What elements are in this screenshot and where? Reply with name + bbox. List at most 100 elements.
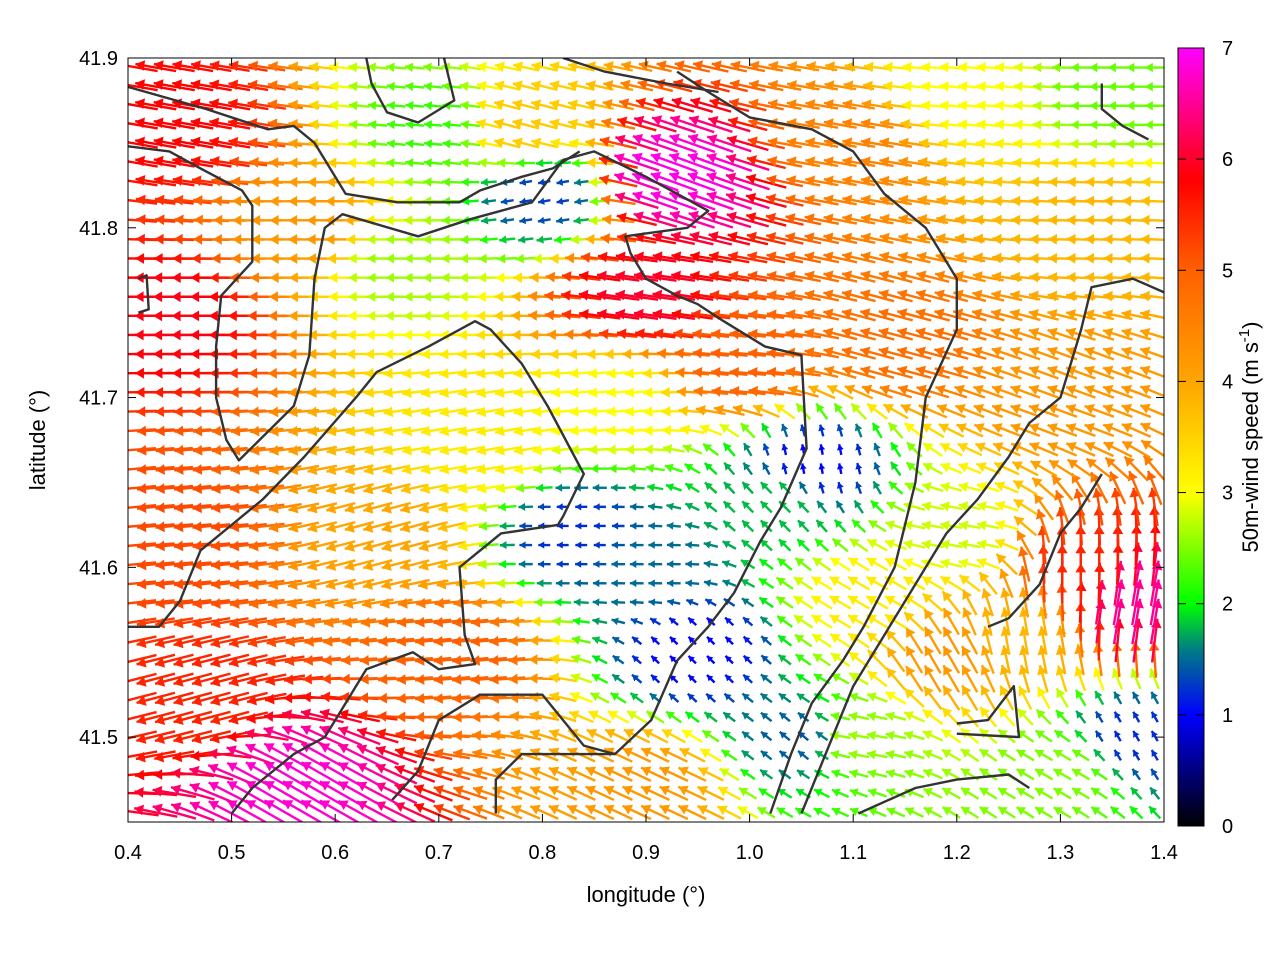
wind-arrow xyxy=(319,708,362,724)
wind-arrow xyxy=(716,805,742,820)
wind-arrow xyxy=(300,708,344,724)
wind-arrow-head xyxy=(1132,768,1140,777)
wind-arrow xyxy=(960,806,980,819)
wind-arrow-head xyxy=(942,591,953,602)
wind-arrow-head xyxy=(478,559,487,570)
wind-arrow-head xyxy=(319,800,331,810)
wind-arrow-head xyxy=(192,406,202,418)
wind-arrow xyxy=(470,635,507,647)
wind-arrow-head xyxy=(958,558,969,569)
wind-arrow-head xyxy=(848,615,859,625)
wind-arrow-head xyxy=(1035,730,1045,739)
wind-arrow-head xyxy=(475,329,485,341)
wind-arrow-head xyxy=(209,272,219,284)
wind-arrow xyxy=(661,424,686,436)
wind-arrow xyxy=(631,654,642,665)
wind-arrow xyxy=(885,629,907,652)
wind-arrow-head xyxy=(548,747,560,758)
wind-arrow-head xyxy=(173,521,184,533)
wind-arrow xyxy=(758,596,774,609)
wind-arrow xyxy=(228,691,268,706)
wind-arrow-head xyxy=(961,807,971,816)
wind-arrow xyxy=(452,616,489,628)
wind-arrow-head xyxy=(961,626,972,638)
wind-arrow xyxy=(575,560,588,568)
wind-arrow xyxy=(394,746,435,762)
wind-arrow-head xyxy=(723,712,732,720)
wind-arrow xyxy=(810,614,833,629)
wind-arrow-head xyxy=(867,692,877,702)
wind-arrow-head xyxy=(172,367,182,379)
wind-arrow-head xyxy=(208,763,219,774)
wind-arrow-head xyxy=(420,406,431,418)
wind-arrow xyxy=(873,442,881,457)
wind-arrow xyxy=(452,748,488,760)
wind-arrow xyxy=(742,654,753,665)
wind-arrow xyxy=(781,443,789,456)
wind-arrow-head xyxy=(527,290,538,302)
wind-arrow-head xyxy=(348,291,357,302)
wind-arrow-head xyxy=(829,595,841,606)
wind-arrow xyxy=(684,482,700,494)
wind-arrow-head xyxy=(153,310,163,322)
wind-arrow-head xyxy=(471,730,482,741)
wind-arrow-head xyxy=(1140,290,1150,302)
wind-arrow-head xyxy=(367,291,376,302)
wind-arrow xyxy=(305,617,340,628)
wind-arrow-head xyxy=(328,310,338,322)
wind-arrow-head xyxy=(287,579,298,590)
wind-arrow xyxy=(705,692,717,703)
wind-arrow xyxy=(191,653,231,668)
wind-arrow-head xyxy=(268,598,278,609)
wind-arrow-head xyxy=(192,657,203,668)
wind-arrow-head xyxy=(210,695,221,706)
wind-arrow-head xyxy=(616,328,627,340)
wind-arrow-head xyxy=(171,802,182,813)
wind-arrow xyxy=(611,579,626,588)
wind-arrow-head xyxy=(529,635,539,646)
wind-arrow xyxy=(776,806,794,819)
wind-arrow-head xyxy=(662,729,673,739)
wind-arrow xyxy=(348,272,371,283)
wind-arrow xyxy=(758,787,775,800)
wind-arrow-head xyxy=(227,329,237,341)
wind-arrow-head xyxy=(152,785,163,797)
wind-arrow xyxy=(742,616,754,627)
wind-arrow-head xyxy=(385,272,395,283)
wind-arrow-head xyxy=(1110,806,1120,816)
wind-arrow xyxy=(648,579,663,588)
wind-arrow xyxy=(836,443,844,456)
wind-arrow-head xyxy=(622,747,634,758)
wind-arrow xyxy=(981,588,994,617)
wind-arrow xyxy=(958,558,982,569)
wind-arrow-head xyxy=(1130,668,1141,679)
wind-arrow-head xyxy=(1151,749,1158,757)
wind-arrow-head xyxy=(555,483,563,492)
wind-arrow-head xyxy=(439,348,449,360)
wind-arrow-head xyxy=(592,483,600,492)
wind-arrow xyxy=(191,635,231,649)
wind-arrow xyxy=(847,595,871,610)
wind-arrow xyxy=(229,521,267,533)
wind-arrow xyxy=(136,710,176,725)
wind-arrow xyxy=(556,541,569,549)
wind-arrow-head xyxy=(268,560,279,571)
wind-arrow-head xyxy=(549,253,559,264)
wind-arrow xyxy=(404,291,426,302)
wind-arrow-head xyxy=(604,804,615,815)
wind-arrow xyxy=(282,742,326,768)
wind-arrow-head xyxy=(307,329,317,341)
wind-arrow-head xyxy=(301,781,312,791)
wind-arrow-head xyxy=(904,730,914,741)
wind-arrow-head xyxy=(171,784,182,795)
wind-arrow xyxy=(854,423,863,438)
wind-arrow-head xyxy=(1133,730,1140,738)
wind-arrow-head xyxy=(307,522,318,533)
wind-arrow-head xyxy=(381,522,392,533)
wind-arrow xyxy=(593,541,606,549)
wind-arrow-head xyxy=(367,253,376,264)
wind-arrow xyxy=(739,768,756,781)
wind-arrow-head xyxy=(981,588,992,599)
wind-arrow xyxy=(867,807,887,818)
wind-arrow-head xyxy=(497,253,506,264)
